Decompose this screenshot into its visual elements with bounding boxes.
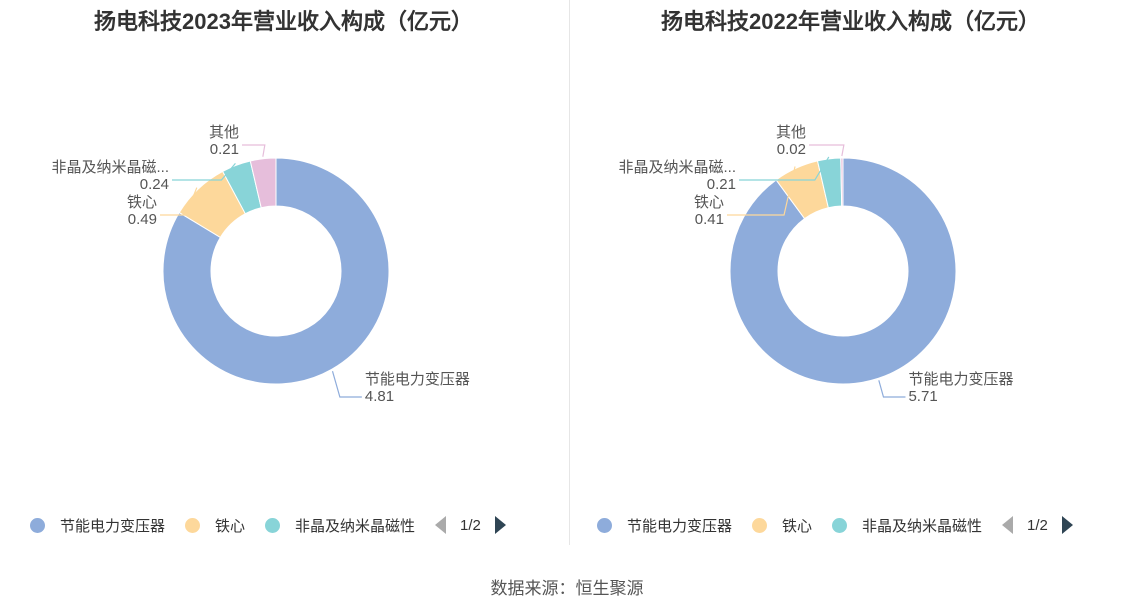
legend-pager: 1/2	[435, 516, 506, 534]
chart-panel-2022: 扬电科技2022年营业收入构成（亿元） 节能电力变压器 5.71 铁心 0.41 非晶及…	[567, 0, 1134, 545]
legend-dot-amorphous	[832, 517, 848, 533]
chart-title: 扬电科技2023年营业收入构成（亿元）	[94, 9, 473, 34]
slice-value-0: 5.71	[908, 388, 937, 405]
leader-line-2	[739, 156, 830, 181]
slice-value-1: 0.49	[128, 211, 157, 228]
chart-legend: 节能电力变压器 铁心 非晶及纳米晶磁性 1/2	[597, 512, 1073, 538]
legend-page-indicator: 1/2	[460, 516, 481, 534]
legend-item-transformer[interactable]: 节能电力变压器	[597, 515, 732, 536]
slice-value-2: 0.21	[707, 176, 736, 193]
legend-label: 节能电力变压器	[627, 517, 733, 535]
slice-label-0: 节能电力变压器	[365, 371, 470, 388]
legend-prev-arrow-icon[interactable]	[435, 516, 447, 534]
slice-label-2: 非晶及纳米晶磁...	[51, 159, 169, 176]
slice-value-1: 0.41	[695, 211, 724, 228]
legend-item-transformer[interactable]: 节能电力变压器	[30, 515, 165, 536]
slice-value-3: 0.02	[777, 141, 806, 158]
slice-label-3: 其他	[209, 124, 239, 141]
legend-dot-transformer	[30, 517, 45, 533]
leader-line-3	[242, 144, 266, 157]
leader-line-3	[809, 144, 845, 157]
slice-0[interactable]	[729, 157, 957, 385]
chart-panel-2023: 扬电科技2023年营业收入构成（亿元） 节能电力变压器 4.81 铁心 0.49 非晶及…	[0, 0, 567, 545]
legend-dot-transformer	[597, 517, 612, 533]
legend-item-core[interactable]: 铁心	[185, 515, 245, 536]
leader-line-0	[331, 370, 362, 398]
leader-line-1	[727, 166, 796, 216]
legend-item-core[interactable]: 铁心	[752, 515, 812, 536]
data-source-note: 数据来源：恒生聚源	[490, 579, 644, 598]
legend-item-amorphous[interactable]: 非晶及纳米晶磁性	[265, 515, 415, 536]
slice-label-0: 节能电力变压器	[908, 371, 1013, 388]
leader-line-2	[172, 163, 236, 181]
legend-label: 非晶及纳米晶磁性	[295, 517, 416, 535]
chart-legend: 节能电力变压器 铁心 非晶及纳米晶磁性 1/2	[30, 512, 506, 538]
leader-line-0	[878, 380, 906, 398]
legend-dot-amorphous	[265, 517, 281, 533]
slice-3[interactable]	[840, 157, 844, 207]
legend-label: 节能电力变压器	[60, 517, 166, 535]
panel-divider	[569, 0, 570, 545]
slice-value-2: 0.24	[140, 176, 169, 193]
legend-label: 非晶及纳米晶磁性	[862, 517, 983, 535]
slice-label-3: 其他	[776, 124, 806, 141]
leader-line-1	[160, 187, 198, 216]
slice-3[interactable]	[249, 157, 277, 209]
legend-next-arrow-icon[interactable]	[494, 516, 506, 534]
legend-label: 铁心	[782, 517, 813, 535]
slice-0[interactable]	[162, 157, 390, 385]
legend-prev-arrow-icon[interactable]	[1002, 516, 1014, 534]
slice-value-0: 4.81	[365, 388, 394, 405]
legend-dot-core	[752, 517, 768, 533]
legend-next-arrow-icon[interactable]	[1061, 516, 1073, 534]
legend-item-amorphous[interactable]: 非晶及纳米晶磁性	[832, 515, 982, 536]
slice-value-3: 0.21	[210, 141, 239, 158]
chart-title: 扬电科技2022年营业收入构成（亿元）	[661, 9, 1040, 34]
legend-pager: 1/2	[1002, 516, 1073, 534]
legend-label: 铁心	[215, 517, 246, 535]
slice-label-1: 铁心	[694, 194, 724, 211]
slice-label-1: 铁心	[127, 194, 157, 211]
legend-dot-core	[185, 517, 201, 533]
legend-page-indicator: 1/2	[1027, 516, 1048, 534]
slice-label-2: 非晶及纳米晶磁...	[618, 159, 736, 176]
